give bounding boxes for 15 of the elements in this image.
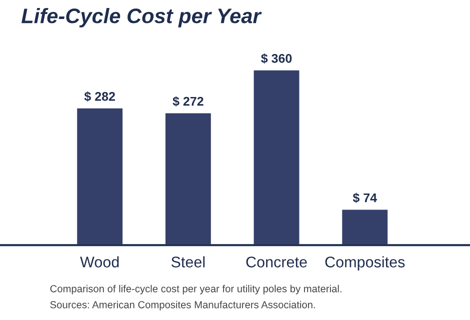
text: Comparison of life-cycle cost per year for utility poles by material.: [50, 284, 342, 294]
x-tick-label: Wood: [80, 256, 119, 268]
x-tick-label: Composites: [325, 256, 405, 270]
bar: [164, 112, 212, 246]
data-label: $ 360: [261, 53, 292, 64]
chart-title: Life-Cycle Cost per Year: [22, 8, 262, 28]
bar: [252, 68, 301, 246]
source-note: Sources: American Composites Manufacturers Association.: [50, 300, 315, 310]
x-tick-label: Concrete: [246, 256, 307, 268]
data-label: $ 282: [84, 91, 115, 102]
x-tick-label: Steel: [171, 256, 205, 268]
bar: [76, 107, 124, 246]
data-label: $ 74: [352, 192, 377, 204]
bar: [340, 208, 389, 246]
data-label: $ 272: [172, 96, 204, 107]
